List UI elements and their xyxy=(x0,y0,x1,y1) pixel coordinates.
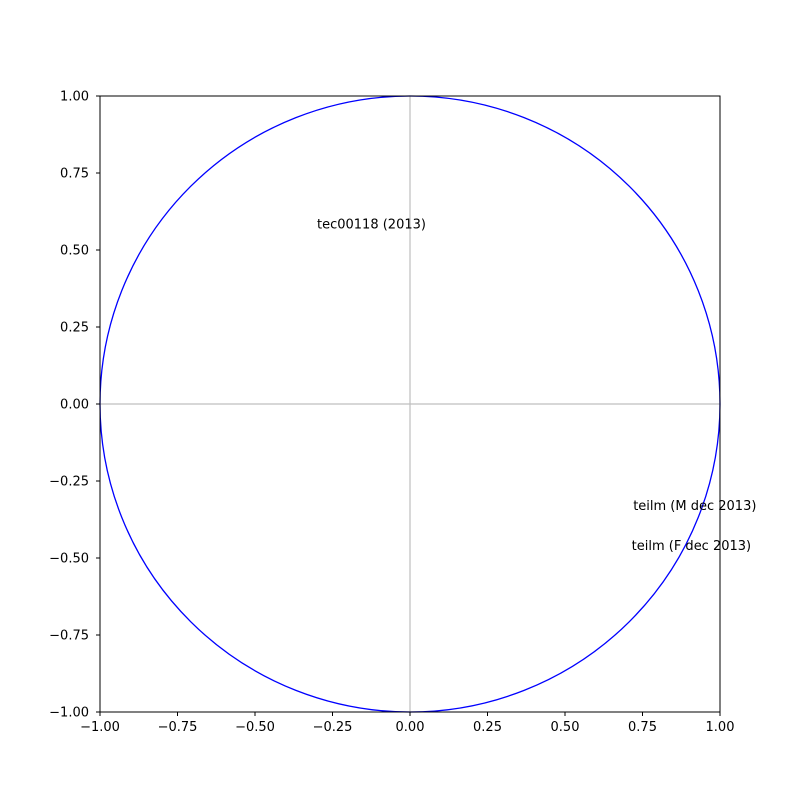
x-tick-label: 0.00 xyxy=(396,720,425,735)
variable-label: tec00118 (2013) xyxy=(317,217,426,232)
x-tick-label: −0.75 xyxy=(158,720,198,735)
x-tick-label: 0.75 xyxy=(628,720,657,735)
y-tick-label: −1.00 xyxy=(49,706,89,721)
y-tick-label: 0.50 xyxy=(60,244,89,259)
variable-label: teilm (F dec 2013) xyxy=(632,539,751,554)
plot-area xyxy=(100,96,720,712)
y-tick-label: 0.00 xyxy=(60,398,89,413)
y-tick-label: −0.75 xyxy=(49,629,89,644)
x-tick-label: −1.00 xyxy=(80,720,120,735)
y-tick-label: 1.00 xyxy=(60,90,89,105)
y-tick-label: −0.50 xyxy=(49,552,89,567)
annotations: tec00118 (2013) teilm (M dec 2013) teilm (… xyxy=(317,217,756,554)
x-tick-label: −0.25 xyxy=(313,720,353,735)
axes: −1.00 −0.75 −0.50 −0.25 0.00 0.25 0.50 0.75 1.00… xyxy=(49,90,734,736)
y-tick-label: 0.25 xyxy=(60,321,89,336)
x-tick-label: 0.25 xyxy=(473,720,502,735)
y-tick-label: 0.75 xyxy=(60,167,89,182)
x-tick-label: −0.50 xyxy=(235,720,275,735)
x-tick-label: 1.00 xyxy=(706,720,735,735)
variable-label: teilm (M dec 2013) xyxy=(633,499,756,514)
y-tick-label: −0.25 xyxy=(49,475,89,490)
x-tick-label: 0.50 xyxy=(551,720,580,735)
